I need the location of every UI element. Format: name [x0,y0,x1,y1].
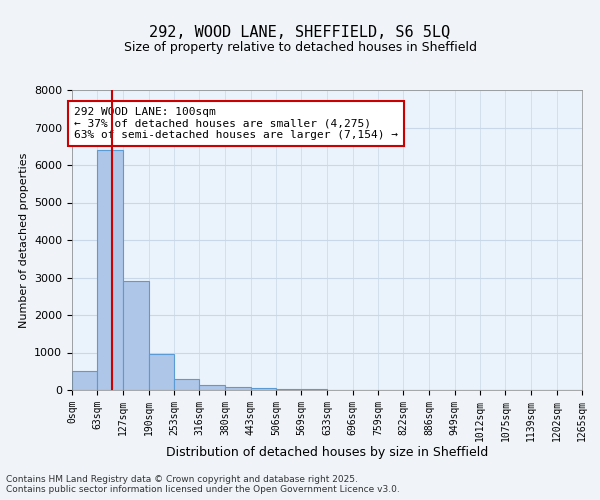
Bar [123,281,149,390]
X-axis label: Distribution of detached houses by size in Sheffield: Distribution of detached houses by size … [166,446,488,460]
Bar [72,371,97,390]
Bar [97,150,123,390]
Bar [276,389,301,390]
Text: Contains HM Land Registry data © Crown copyright and database right 2025.: Contains HM Land Registry data © Crown c… [6,476,358,484]
Text: Size of property relative to detached houses in Sheffield: Size of property relative to detached ho… [124,41,476,54]
Text: 292 WOOD LANE: 100sqm
← 37% of detached houses are smaller (4,275)
63% of semi-d: 292 WOOD LANE: 100sqm ← 37% of detached … [74,107,398,140]
Bar [225,387,251,390]
Text: Contains public sector information licensed under the Open Government Licence v3: Contains public sector information licen… [6,486,400,494]
Bar [251,388,276,390]
Bar [199,385,225,390]
Bar [149,354,174,390]
Y-axis label: Number of detached properties: Number of detached properties [19,152,29,328]
Bar [174,379,199,390]
Text: 292, WOOD LANE, SHEFFIELD, S6 5LQ: 292, WOOD LANE, SHEFFIELD, S6 5LQ [149,25,451,40]
